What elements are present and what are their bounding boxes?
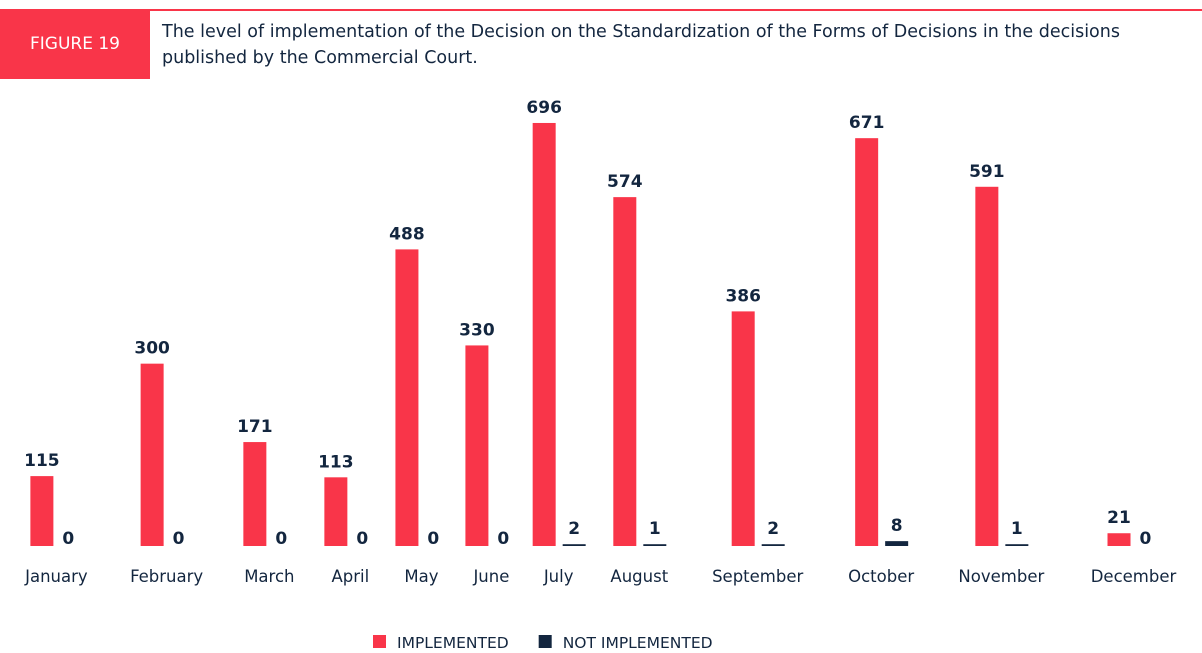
bar: [465, 345, 489, 546]
value-label: 21: [1107, 508, 1131, 528]
bar: [1107, 533, 1131, 546]
x-tick-label: March: [244, 567, 294, 586]
value-label: 113: [318, 452, 354, 472]
x-tick-label: December: [1091, 567, 1177, 586]
x-tick-label: August: [610, 567, 668, 586]
x-tick-label: June: [472, 567, 509, 586]
x-tick-label: September: [712, 567, 803, 586]
bar: [643, 544, 667, 546]
value-label: 488: [389, 224, 425, 244]
value-label: 591: [969, 162, 1005, 182]
x-tick-label: May: [404, 567, 438, 586]
bar: [761, 544, 785, 546]
value-label: 0: [356, 529, 368, 549]
value-label: 0: [1140, 529, 1152, 549]
legend-label: NOT IMPLEMENTED: [563, 634, 713, 652]
bar: [1005, 544, 1029, 546]
value-label: 330: [459, 320, 495, 340]
bar: [613, 197, 637, 546]
bar: [30, 476, 54, 546]
bar: [324, 477, 348, 546]
bar: [562, 544, 586, 546]
header-rule: [150, 9, 1202, 11]
bar: [243, 442, 267, 546]
value-label: 0: [427, 529, 439, 549]
value-label: 8: [891, 516, 903, 536]
value-label: 0: [275, 529, 287, 549]
bar: [731, 311, 755, 546]
value-label: 171: [237, 417, 273, 437]
value-label: 300: [134, 339, 170, 359]
chart-title: The level of implementation of the Decis…: [162, 22, 1120, 68]
bar: [395, 249, 419, 546]
value-label: 386: [725, 286, 761, 306]
bar: [532, 122, 556, 547]
value-label: 2: [568, 519, 580, 539]
value-label: 1: [1011, 519, 1023, 539]
value-label: 696: [526, 98, 562, 118]
value-label: 0: [173, 529, 185, 549]
bar: [975, 186, 999, 546]
legend-label: IMPLEMENTED: [397, 634, 509, 652]
legend-swatch: [538, 635, 552, 648]
bar: [855, 138, 879, 546]
legend-swatch: [373, 635, 386, 648]
x-tick-label: November: [958, 567, 1044, 586]
x-tick-label: January: [24, 567, 88, 586]
x-tick-label: July: [543, 567, 574, 586]
value-label: 115: [24, 451, 60, 471]
x-tick-label: February: [130, 567, 203, 586]
bar: [885, 541, 909, 546]
value-label: 574: [607, 172, 643, 192]
value-label: 671: [849, 113, 885, 133]
value-label: 1: [649, 519, 661, 539]
bar: [140, 363, 164, 546]
x-tick-label: October: [848, 567, 914, 586]
value-label: 0: [497, 529, 509, 549]
value-label: 0: [62, 529, 74, 549]
value-label: 2: [767, 519, 779, 539]
figure-label: FIGURE 19: [0, 9, 150, 79]
x-tick-label: April: [331, 567, 369, 586]
